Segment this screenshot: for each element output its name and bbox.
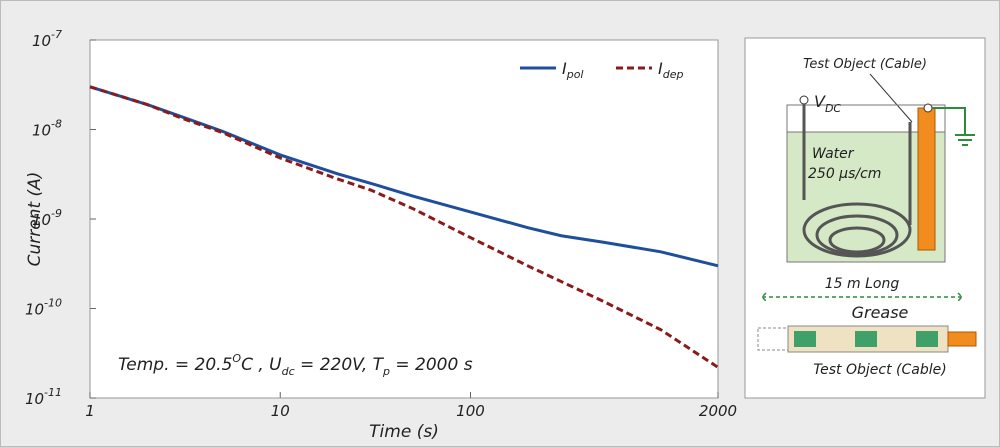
y-tick-label: 10-10 — [25, 297, 62, 319]
annotation-part: = 2000 s — [390, 355, 473, 375]
conductivity: 250 µs/cm — [808, 166, 881, 182]
diagram: Test Object (Cable) VDC Water 250 µs/cm … — [744, 37, 986, 399]
terminal — [923, 103, 933, 113]
legend-sub: dep — [663, 68, 684, 81]
conductor — [947, 331, 977, 347]
length-arrow — [760, 292, 964, 302]
source: V — [814, 92, 826, 111]
spacer — [794, 331, 816, 347]
tick-exp: -11 — [44, 386, 62, 399]
y-tick-label: 10-9 — [32, 207, 62, 229]
legend-label: Ipol — [562, 59, 584, 81]
terminal — [799, 95, 809, 105]
annotation-part: C , U — [241, 355, 282, 375]
tick-base: 10 — [32, 211, 51, 229]
x-tick-label: 1 — [85, 402, 95, 420]
annotation-part: = 220V, T — [295, 355, 385, 375]
annotation-part: O — [232, 352, 241, 365]
spacer — [855, 331, 877, 347]
annotation: Temp. = 20.5OC , Udc = 220V, Tp = 2000 s — [118, 352, 473, 378]
annotation-part: dc — [282, 365, 295, 378]
legend-sub: pol — [566, 68, 584, 81]
legend-name: I — [658, 59, 663, 78]
cable-end — [757, 327, 789, 351]
y-tick-label: 10-8 — [32, 118, 62, 140]
y-axis-label: Current (A) — [25, 172, 45, 267]
spacer — [916, 331, 938, 347]
tick-exp: -9 — [51, 207, 62, 220]
coil — [815, 214, 899, 256]
annotation-part: Temp. = 20.5 — [118, 355, 232, 375]
tick-base: 10 — [25, 301, 44, 319]
x-tick-label: 100 — [456, 402, 485, 420]
cable-leg — [802, 104, 912, 225]
source-sub: DC — [825, 102, 841, 115]
electrode — [917, 107, 936, 251]
tick-exp: -10 — [44, 297, 62, 310]
series-line — [89, 85, 719, 369]
x-axis-label: Time (s) — [369, 422, 439, 442]
plot-area — [89, 39, 719, 399]
pointer — [869, 73, 913, 123]
bottom-label: Test Object (Cable) — [813, 362, 946, 378]
top-label: Test Object (Cable) — [803, 57, 927, 72]
tick-base: 10 — [25, 390, 44, 408]
coil — [802, 202, 912, 258]
length-label: 15 m Long — [825, 276, 900, 292]
tick-base: 10 — [32, 32, 51, 50]
legend-label: Idep — [658, 59, 683, 81]
tick-base: 10 — [32, 122, 51, 140]
coil — [828, 226, 886, 254]
tick-exp: -8 — [51, 118, 62, 131]
y-tick-label: 10-11 — [25, 386, 62, 408]
y-tick-label: 10-7 — [32, 28, 62, 50]
annotation-part: p — [382, 365, 390, 378]
x-tick-label: 10 — [271, 402, 290, 420]
source-label: VDC — [814, 92, 841, 115]
tick-exp: -7 — [51, 28, 62, 41]
legend-name: I — [562, 59, 567, 78]
layer-label: Grease — [852, 303, 909, 322]
ground — [932, 107, 975, 146]
medium: Water — [812, 146, 855, 162]
x-tick-label: 2000 — [699, 402, 737, 420]
